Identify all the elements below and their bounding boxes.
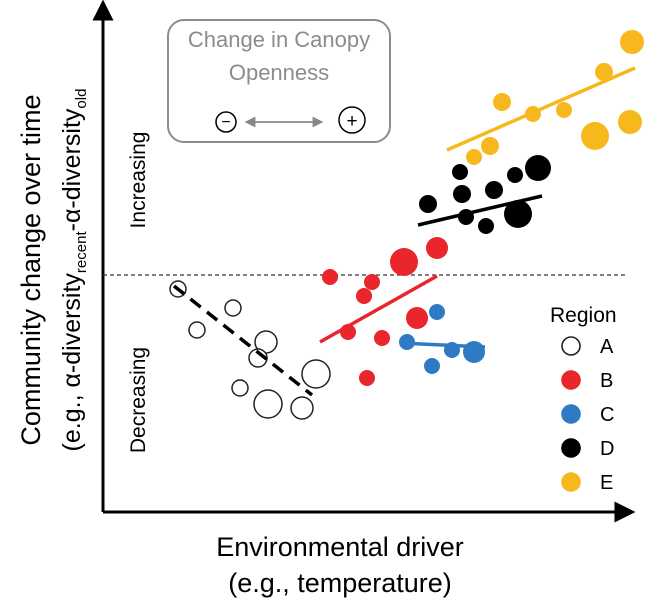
region-c-trend: [399, 341, 486, 349]
region-e-point: [493, 93, 511, 111]
legend-label-e: E: [600, 472, 613, 494]
region-b-point: [356, 288, 372, 304]
legend-title: Region: [550, 304, 617, 327]
region-c-point: [463, 341, 485, 363]
region-d-point: [478, 218, 494, 234]
legend-marker-b: [561, 370, 581, 390]
legend-label-b: B: [600, 370, 613, 392]
region-a-point: [224, 299, 242, 317]
decreasing-label: Decreasing: [127, 347, 150, 453]
region-e-point: [618, 110, 642, 134]
plus-sign: +: [346, 111, 357, 132]
region-e-point: [466, 149, 482, 165]
region-d-points: [419, 155, 551, 234]
region-e-point: [481, 137, 499, 155]
region-e-points: [466, 30, 644, 165]
plus-icon: [338, 106, 366, 134]
minus-icon: [215, 111, 237, 133]
legend-label-d: D: [600, 438, 614, 460]
region-b-point: [364, 274, 380, 290]
region-b-point: [322, 269, 338, 285]
region-c-point: [424, 358, 440, 374]
canopy-openness-box: Change in Canopy Openness − +: [167, 19, 391, 143]
region-d-point: [419, 195, 437, 213]
y-axis-subtitle: (e.g., α-diversityrecent-α-diversityold: [58, 89, 90, 452]
y-axis-title: Community change over time: [16, 94, 46, 445]
region-d-point: [507, 167, 523, 183]
legend-marker-e: [561, 472, 581, 492]
legend-marker-d: [561, 438, 581, 458]
increasing-label: Increasing: [127, 132, 150, 229]
canopy-title-line1: Change in Canopy: [188, 27, 370, 52]
legend-marker-c: [561, 404, 581, 424]
region-a-point: [253, 389, 283, 419]
region-b-points: [322, 237, 448, 386]
region-b-point: [390, 248, 418, 276]
region-d-point: [452, 164, 468, 180]
region-d-point: [504, 200, 532, 228]
x-axis-title: Environmental driver: [216, 532, 464, 562]
y-sub-prefix: (e.g., α-diversity: [58, 273, 86, 452]
region-e-point: [620, 30, 644, 54]
region-e-point: [581, 122, 609, 150]
legend-marker-a: [561, 336, 581, 356]
minus-sign: −: [221, 114, 230, 131]
legend-label-c: C: [600, 404, 614, 426]
region-c-point: [429, 304, 445, 320]
region-b-trend: [319, 274, 438, 344]
x-axis-subtitle: (e.g., temperature): [228, 568, 452, 598]
canopy-title-line2: Openness: [229, 60, 329, 85]
region-b-point: [359, 370, 375, 386]
region-b-point: [426, 237, 448, 259]
region-a-point: [231, 379, 249, 397]
region-a-point: [188, 321, 206, 339]
region-e-point: [556, 102, 572, 118]
region-e-point: [595, 63, 613, 81]
legend-label-a: A: [600, 336, 614, 358]
region-b-point: [374, 330, 390, 346]
region-a-trend: [172, 284, 314, 397]
y-sub-old: old: [73, 89, 90, 109]
region-a-point: [290, 396, 314, 420]
region-d-point: [453, 185, 471, 203]
y-sub-recent: recent: [73, 231, 90, 274]
region-d-point: [525, 155, 551, 181]
region-a-points: [169, 280, 331, 420]
y-sub-mid: -α-diversity: [58, 108, 86, 231]
region-b-point: [406, 307, 428, 329]
region-d-trend: [417, 194, 543, 227]
region-d-point: [485, 181, 503, 199]
region-e-trend: [446, 66, 636, 152]
region-a-point: [301, 359, 331, 389]
